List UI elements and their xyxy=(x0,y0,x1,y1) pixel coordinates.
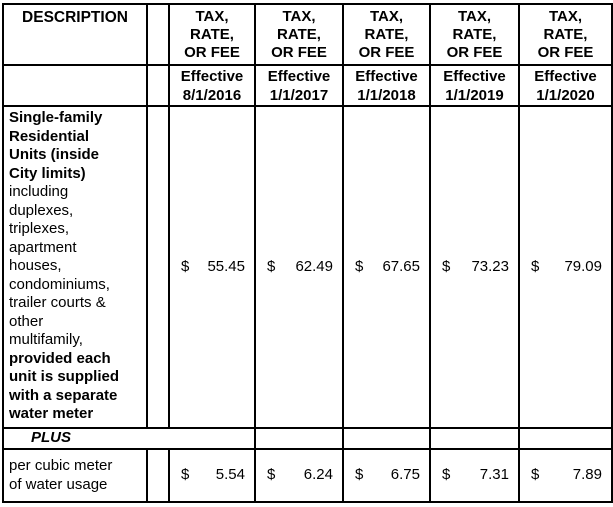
empty-description-cell xyxy=(2,64,148,107)
empty-cell xyxy=(518,427,613,450)
tax-rate-fee-header-2: TAX, RATE, OR FEE xyxy=(254,3,344,66)
single-family-row: Single-family Residential Units (inside … xyxy=(2,105,613,429)
per-cubic-meter-row: per cubic meter of water usage $ 5.54 $ … xyxy=(2,448,613,503)
header-row: DESCRIPTION TAX, RATE, OR FEE TAX, RATE,… xyxy=(2,3,613,66)
plus-label-cell: PLUS xyxy=(2,427,256,450)
spacer-column-cell xyxy=(146,448,170,503)
single-family-rate-2016: $ 55.45 xyxy=(168,105,256,429)
per-cubic-meter-rate-2016: $ 5.54 xyxy=(168,448,256,503)
plus-row: PLUS xyxy=(2,427,613,450)
dollar-sign: $ xyxy=(531,257,540,275)
description-bold-intro: Single-family Residential Units (inside … xyxy=(9,109,103,182)
description-regular-middle: including duplexes, triplexes, apartment… xyxy=(9,183,110,348)
rate-amount: 55.45 xyxy=(207,257,245,275)
per-cubic-meter-rate-2019: $ 7.31 xyxy=(429,448,520,503)
dollar-sign: $ xyxy=(181,466,190,484)
tax-rate-fee-header-4: TAX, RATE, OR FEE xyxy=(429,3,520,66)
rate-amount: 79.09 xyxy=(564,257,602,275)
rate-amount: 6.24 xyxy=(303,466,333,484)
dollar-sign: $ xyxy=(267,466,276,484)
effective-date-2: Effective 1/1/2017 xyxy=(254,64,344,107)
empty-cell xyxy=(342,427,431,450)
spacer-column-cell xyxy=(146,3,170,66)
fee-schedule-table: DESCRIPTION TAX, RATE, OR FEE TAX, RATE,… xyxy=(2,3,613,503)
per-cubic-meter-rate-2020: $ 7.89 xyxy=(518,448,613,503)
effective-date-5: Effective 1/1/2020 xyxy=(518,64,613,107)
effective-date-4: Effective 1/1/2019 xyxy=(429,64,520,107)
dollar-sign: $ xyxy=(442,466,451,484)
rate-amount: 5.54 xyxy=(215,466,245,484)
spacer-column-cell xyxy=(146,105,170,429)
dollar-sign: $ xyxy=(442,257,451,275)
single-family-rate-2018: $ 67.65 xyxy=(342,105,431,429)
rate-amount: 7.31 xyxy=(479,466,509,484)
single-family-rate-2019: $ 73.23 xyxy=(429,105,520,429)
effective-date-3: Effective 1/1/2018 xyxy=(342,64,431,107)
per-cubic-meter-rate-2017: $ 6.24 xyxy=(254,448,344,503)
empty-cell xyxy=(429,427,520,450)
dollar-sign: $ xyxy=(267,257,276,275)
rate-amount: 62.49 xyxy=(295,257,333,275)
single-family-rate-2020: $ 79.09 xyxy=(518,105,613,429)
dollar-sign: $ xyxy=(531,466,540,484)
single-family-rate-2017: $ 62.49 xyxy=(254,105,344,429)
dollar-sign: $ xyxy=(181,257,190,275)
rate-amount: 67.65 xyxy=(382,257,420,275)
effective-date-row: Effective 8/1/2016 Effective 1/1/2017 Ef… xyxy=(2,64,613,107)
description-bold-ending: provided each unit is supplied with a se… xyxy=(9,349,120,423)
single-family-description: Single-family Residential Units (inside … xyxy=(2,105,148,429)
rate-amount: 73.23 xyxy=(471,257,509,275)
tax-rate-fee-header-1: TAX, RATE, OR FEE xyxy=(168,3,256,66)
per-cubic-meter-label: per cubic meter of water usage xyxy=(2,448,148,503)
tax-rate-fee-header-3: TAX, RATE, OR FEE xyxy=(342,3,431,66)
dollar-sign: $ xyxy=(355,257,364,275)
effective-date-1: Effective 8/1/2016 xyxy=(168,64,256,107)
spacer-column-cell xyxy=(146,64,170,107)
tax-rate-fee-header-5: TAX, RATE, OR FEE xyxy=(518,3,613,66)
empty-cell xyxy=(254,427,344,450)
rate-amount: 7.89 xyxy=(572,466,602,484)
per-cubic-meter-rate-2018: $ 6.75 xyxy=(342,448,431,503)
dollar-sign: $ xyxy=(355,466,364,484)
rate-amount: 6.75 xyxy=(390,466,420,484)
description-header: DESCRIPTION xyxy=(2,3,148,66)
